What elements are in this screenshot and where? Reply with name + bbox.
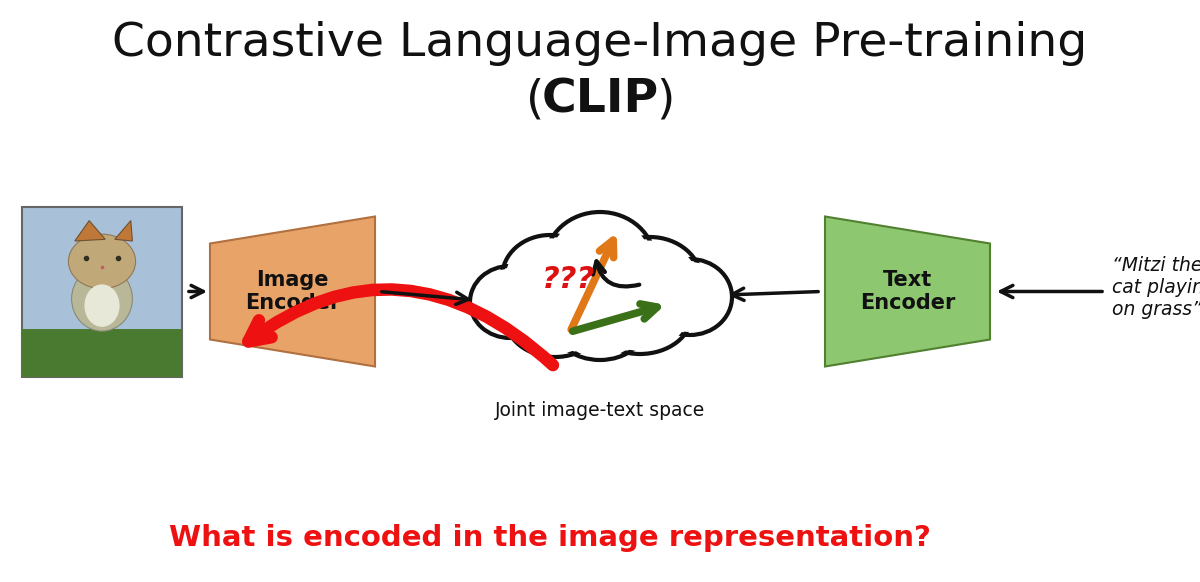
- Text: (: (: [526, 77, 544, 122]
- Text: ): ): [656, 77, 674, 122]
- Ellipse shape: [550, 216, 650, 308]
- Ellipse shape: [598, 237, 702, 327]
- Bar: [22, 329, 182, 377]
- Text: What is encoded in the image representation?: What is encoded in the image representat…: [169, 524, 931, 552]
- Ellipse shape: [72, 267, 132, 331]
- Ellipse shape: [588, 274, 692, 354]
- Polygon shape: [826, 217, 990, 367]
- Text: “Mitzi the
cat playing
on grass”: “Mitzi the cat playing on grass”: [1112, 256, 1200, 319]
- Text: Joint image-text space: Joint image-text space: [494, 400, 706, 420]
- Polygon shape: [210, 217, 374, 367]
- Ellipse shape: [470, 266, 550, 338]
- Polygon shape: [115, 221, 132, 241]
- Ellipse shape: [552, 284, 648, 360]
- Ellipse shape: [545, 212, 655, 312]
- Ellipse shape: [592, 277, 688, 351]
- Bar: [22, 207, 182, 377]
- Text: Text
Encoder: Text Encoder: [860, 270, 955, 313]
- Text: ???: ???: [541, 265, 595, 294]
- Ellipse shape: [502, 235, 598, 319]
- Text: Image
Encoder: Image Encoder: [245, 270, 340, 313]
- Text: Contrastive Language-Image Pre-training: Contrastive Language-Image Pre-training: [113, 22, 1087, 66]
- Ellipse shape: [68, 234, 136, 289]
- Text: CLIP: CLIP: [541, 77, 659, 122]
- Ellipse shape: [602, 240, 698, 324]
- Ellipse shape: [652, 262, 728, 332]
- Ellipse shape: [84, 285, 120, 327]
- Ellipse shape: [473, 269, 547, 335]
- Ellipse shape: [556, 287, 644, 357]
- Ellipse shape: [509, 280, 601, 354]
- Ellipse shape: [648, 259, 732, 335]
- Polygon shape: [74, 221, 106, 241]
- Ellipse shape: [505, 277, 605, 357]
- Ellipse shape: [506, 239, 594, 315]
